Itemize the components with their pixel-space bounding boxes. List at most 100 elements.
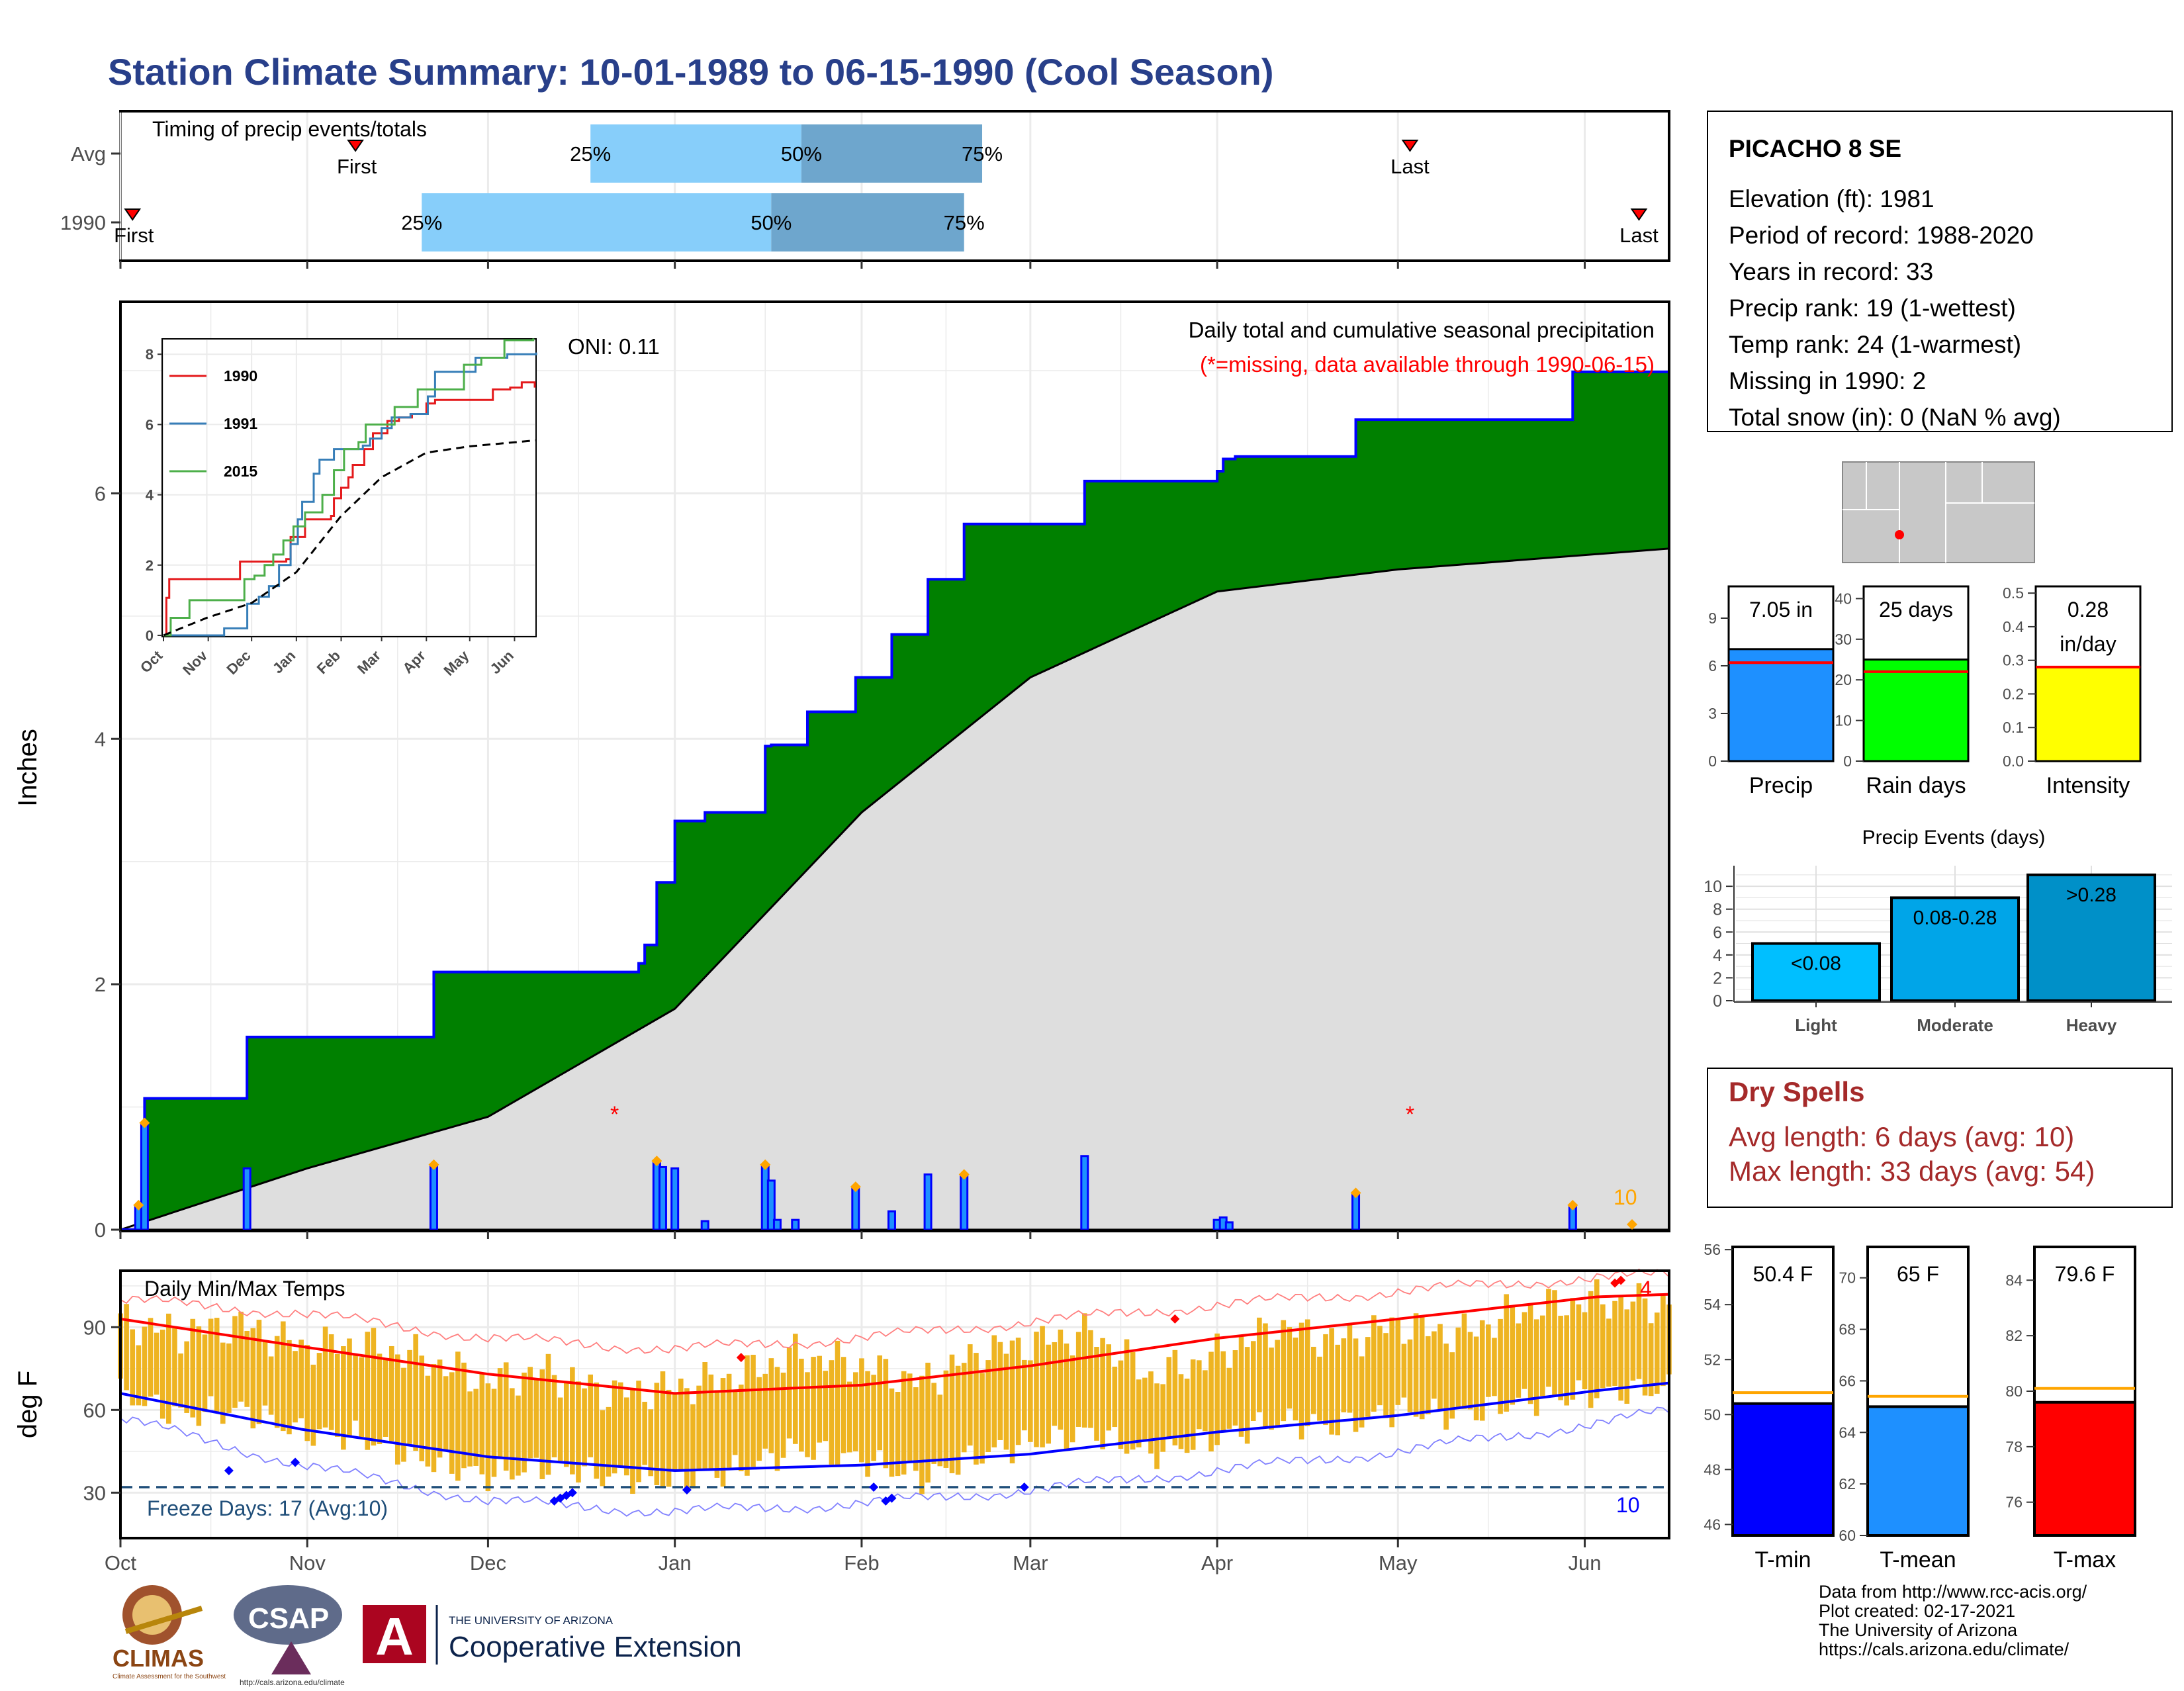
inset-series-line-2015 <box>163 338 535 637</box>
timing-bar-25-50 <box>590 124 801 183</box>
daily-temp-range-bar <box>594 1382 600 1479</box>
daily-temp-range-bar <box>479 1373 485 1475</box>
daily-temp-range-bar <box>407 1349 412 1444</box>
daily-temp-range-bar <box>262 1340 268 1406</box>
temp-line-record-min <box>120 1406 1670 1517</box>
daily-precip-bar <box>242 1167 251 1231</box>
daily-temp-range-bar <box>612 1380 617 1474</box>
daily-temp-range-bar <box>256 1320 262 1424</box>
temp-summary-label: T-mean <box>1880 1547 1956 1573</box>
daily-temp-range-bar <box>955 1365 961 1475</box>
daily-temp-range-bar <box>1618 1295 1623 1401</box>
daily-temp-range-bar <box>1003 1353 1009 1450</box>
precip-event-marker <box>1567 1199 1578 1211</box>
temp-summary-tick-label: 80 <box>2005 1383 2023 1400</box>
daily-temp-range-bar <box>208 1318 214 1396</box>
daily-temp-range-bar <box>1203 1370 1208 1432</box>
daily-temp-range-bar <box>786 1348 792 1439</box>
summary-bar-tick-label: 0.3 <box>2003 652 2024 669</box>
daily-temp-range-bar <box>1298 1322 1304 1440</box>
daily-temp-range-bar <box>437 1359 443 1458</box>
daily-temp-range-bar <box>774 1367 780 1471</box>
daily-temp-range-bar <box>1172 1349 1178 1445</box>
daily-temp-range-bar <box>1335 1344 1341 1436</box>
summary-bar-value: in/day <box>2060 632 2116 656</box>
daily-temp-range-bar <box>1275 1340 1280 1426</box>
month-tick-label: Nov <box>289 1551 326 1575</box>
daily-temp-range-bar <box>287 1340 292 1435</box>
daily-temp-range-bar <box>1413 1313 1419 1417</box>
precip-events-category: Light <box>1795 1015 1837 1035</box>
daily-temp-range-bar <box>1166 1357 1172 1438</box>
summary-bar-tick-label: 30 <box>1835 631 1852 648</box>
daily-temp-range-bar <box>1232 1350 1238 1426</box>
daily-temp-range-bar <box>533 1379 539 1458</box>
summary-bar-tick-label: 0.0 <box>2003 753 2024 770</box>
daily-temp-range-bar <box>455 1351 461 1481</box>
daily-temp-range-bar <box>238 1311 244 1402</box>
daily-temp-range-bar <box>606 1406 612 1477</box>
daily-temp-range-bar <box>745 1355 750 1476</box>
page-title: Station Climate Summary: 10-01-1989 to 0… <box>108 51 1274 93</box>
daily-temp-range-bar <box>696 1385 702 1471</box>
inset-series-line-1990 <box>163 381 536 637</box>
daily-temp-range-bar <box>1075 1332 1081 1427</box>
daily-temp-range-bar <box>1648 1323 1654 1396</box>
daily-temp-range-bar <box>304 1345 310 1441</box>
summary-bar-value: 7.05 in <box>1749 598 1813 621</box>
daily-temp-range-bar <box>485 1383 491 1492</box>
daily-temp-range-bar <box>1118 1360 1124 1449</box>
daily-temp-range-bar <box>642 1401 647 1465</box>
daily-temp-range-bar <box>1395 1319 1401 1405</box>
daily-temp-range-bar <box>1184 1379 1190 1453</box>
daily-temp-range-bar <box>895 1392 901 1477</box>
month-tick-label: Jan <box>659 1551 692 1575</box>
daily-temp-range-bar <box>1190 1359 1196 1450</box>
temp-summary-value: 79.6 F <box>2055 1262 2115 1286</box>
daily-temp-range-bar <box>1028 1360 1033 1442</box>
temp-summary-bar <box>1731 1402 1835 1537</box>
timing-bar-50-75 <box>771 193 964 251</box>
temp-series-lines <box>120 1268 1670 1517</box>
precip-events-category: Heavy <box>2066 1015 2117 1035</box>
climas-logo-arrow <box>124 1606 203 1634</box>
daily-temp-range-bar <box>431 1364 437 1473</box>
station-name: PICACHO 8 SE <box>1729 135 1901 162</box>
timing-percent-label: 75% <box>944 211 985 234</box>
daily-temp-range-bar <box>925 1362 931 1483</box>
temp-summary-tick-label: 60 <box>1839 1527 1856 1544</box>
temp-summary-label: T-max <box>2054 1547 2116 1573</box>
last-event-label: Last <box>1390 155 1430 178</box>
month-tick-label: Dec <box>470 1551 506 1575</box>
summary-bar-label: Precip <box>1749 773 1813 798</box>
daily-temp-range-bar <box>310 1364 316 1446</box>
daily-temp-range-bar <box>1100 1338 1105 1449</box>
daily-temp-range-bar <box>443 1376 449 1451</box>
timing-percent-label: 50% <box>751 211 792 234</box>
daily-temp-range-bar <box>274 1336 280 1428</box>
daily-temp-range-bar <box>510 1388 515 1480</box>
daily-temp-range-bar <box>1034 1332 1039 1447</box>
precip-events-y-tick-label: 2 <box>1713 969 1722 987</box>
daily-temp-range-bar <box>1533 1319 1539 1416</box>
daily-temp-range-bar <box>841 1357 846 1453</box>
daily-temp-range-bar <box>732 1391 738 1455</box>
precip-event-marker <box>133 1199 144 1211</box>
daily-temp-range-bar <box>491 1389 497 1477</box>
daily-temp-range-bar <box>334 1353 340 1437</box>
daily-temp-range-bar <box>756 1377 762 1461</box>
precip-event-marker <box>958 1169 970 1180</box>
daily-temp-range-bar <box>142 1326 148 1406</box>
summary-bar <box>2034 666 2142 762</box>
daily-temp-range-bar <box>1558 1316 1563 1400</box>
daily-temp-range-bar <box>684 1388 690 1492</box>
precip-events-chart: Precip Events (days) <0.08 Light 0.08-0.28… <box>1704 827 2172 1035</box>
daily-temp-range-bar <box>1365 1337 1371 1417</box>
daily-temp-range-bar <box>1154 1383 1160 1469</box>
daily-temp-range-bar <box>666 1389 672 1487</box>
temp-summary-tick-label: 50 <box>1704 1406 1721 1423</box>
season-summary-bars: 7.05 in 0 3 6 9 Precip 25 days 0 10 20 30 40 Rain da… <box>1708 584 2142 798</box>
daily-temp-range-bar <box>551 1375 557 1457</box>
record-low-marker <box>682 1485 692 1495</box>
